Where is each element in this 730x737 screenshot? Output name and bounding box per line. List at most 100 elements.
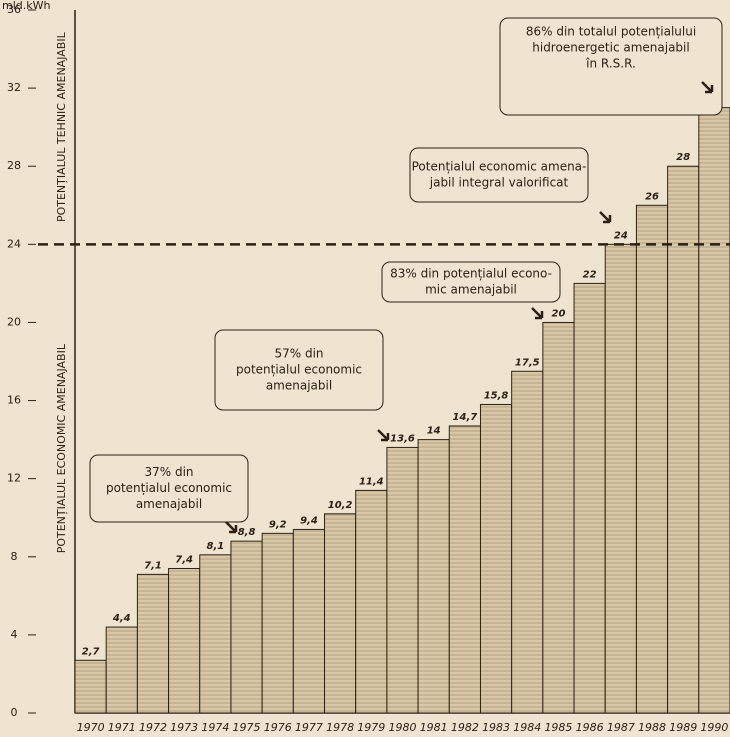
x-tick-label: 1979	[357, 721, 385, 734]
x-tick-label: 1974	[201, 721, 229, 734]
bar	[698, 107, 730, 714]
value-label: 11,4	[359, 476, 384, 487]
y-tick-label: 20	[7, 315, 21, 328]
value-label: 7,4	[175, 554, 193, 565]
bar	[230, 540, 263, 714]
x-tick-label: 1976	[264, 721, 292, 734]
bar	[355, 489, 388, 714]
y-tick-label: 28	[7, 159, 21, 172]
bar	[74, 659, 107, 714]
x-tick-label: 1984	[513, 721, 541, 734]
value-label: 4,4	[112, 613, 131, 624]
bar	[136, 573, 170, 714]
annotation-arrow	[701, 81, 714, 94]
bar	[417, 439, 450, 714]
x-tick-label: 1978	[326, 721, 354, 734]
bar	[168, 567, 201, 714]
y-tick-label: 24	[7, 237, 21, 250]
y-tick-label: 32	[7, 81, 21, 94]
x-tick-label: 1988	[638, 721, 666, 734]
annotation-text: potențialul economic	[106, 481, 232, 495]
value-label: 9,4	[300, 515, 318, 526]
y-axis-label: mld.kWh	[2, 0, 50, 12]
annotation-text: potențialul economic	[236, 363, 362, 377]
bar	[511, 370, 544, 714]
bar	[604, 243, 637, 714]
value-label: 10,2	[328, 500, 353, 511]
y-tick-label: 4	[11, 628, 18, 641]
annotation-arrow	[225, 521, 238, 534]
annotation-text: 57% din	[274, 347, 323, 361]
x-tick-label: 1989	[669, 721, 697, 734]
annotation-text: 86% din totalul potențialului	[526, 25, 696, 39]
bar	[105, 626, 138, 714]
lower-region-label: POTENȚIALUL ECONOMIC AMENAJABIL	[55, 343, 68, 553]
x-tick-label: 1980	[389, 721, 417, 734]
x-tick-label: 1972	[139, 721, 167, 734]
annotation-box	[381, 261, 561, 303]
annotation-arrow	[599, 211, 612, 224]
value-label: 17,5	[515, 357, 540, 368]
annotation-arrow	[531, 307, 544, 320]
value-label: 8,1	[206, 541, 224, 552]
bar	[542, 321, 575, 714]
value-label: 9,2	[269, 519, 287, 530]
annotation-text: mic amenajabil	[425, 283, 517, 297]
y-tick-label: 8	[11, 550, 18, 563]
value-label: 13,6	[390, 433, 415, 444]
x-tick-label: 1983	[482, 721, 510, 734]
bar	[448, 425, 481, 714]
x-tick-label: 1982	[451, 721, 479, 734]
annotation-text: 37% din	[144, 465, 193, 479]
annotation-text: hidroenergetic amenajabil	[532, 41, 689, 55]
x-tick-label: 1973	[170, 721, 198, 734]
bar	[292, 528, 326, 714]
x-tick-label: 1981	[420, 721, 448, 734]
annotation-text: amenajabil	[266, 379, 332, 393]
bar	[479, 403, 513, 714]
y-tick-label: 12	[7, 472, 21, 485]
annotation-box	[89, 454, 249, 523]
value-label: 28	[676, 152, 690, 163]
value-label: 14	[427, 426, 441, 437]
y-tick-label: 0	[11, 706, 18, 719]
x-tick-label: 1975	[233, 721, 261, 734]
value-label: 2,7	[82, 646, 100, 657]
annotation-text: jabil integral valorificat	[429, 176, 569, 190]
annotation-text: 83% din potențialul econo-	[390, 267, 552, 281]
annotation-text: Potențialul economic amena-	[412, 160, 587, 174]
x-tick-label: 1987	[607, 721, 635, 734]
value-label: 15,8	[484, 390, 509, 401]
x-tick-label: 1970	[77, 721, 105, 734]
bar	[573, 282, 606, 714]
bar	[261, 532, 294, 714]
annotation-arrow	[377, 429, 390, 442]
y-tick-label: 36	[7, 3, 21, 16]
bar	[386, 446, 419, 714]
annotation-text: în R.S.R.	[585, 57, 636, 71]
bar	[635, 204, 669, 714]
upper-region-label: POTENȚIALUL TEHNIC AMENAJABIL	[55, 31, 68, 222]
value-label: 26	[645, 191, 659, 202]
value-label: 22	[583, 269, 597, 280]
value-label: 20	[551, 308, 565, 319]
x-tick-label: 1985	[544, 721, 572, 734]
value-label: 24	[614, 230, 628, 241]
y-tick-label: 16	[7, 394, 21, 407]
annotation-box	[214, 329, 384, 411]
bar	[667, 165, 700, 714]
x-tick-label: 1990	[700, 721, 728, 734]
bar	[199, 554, 232, 714]
annotation-box	[409, 147, 589, 203]
x-tick-label: 1971	[108, 721, 136, 734]
x-tick-label: 1986	[576, 721, 604, 734]
x-tick-label: 1977	[295, 721, 323, 734]
annotation-text: amenajabil	[136, 497, 202, 511]
value-label: 7,1	[144, 560, 162, 571]
value-label: 8,8	[238, 527, 256, 538]
value-label: 14,7	[453, 412, 478, 423]
bar	[324, 513, 357, 714]
annotation-box	[499, 17, 723, 116]
